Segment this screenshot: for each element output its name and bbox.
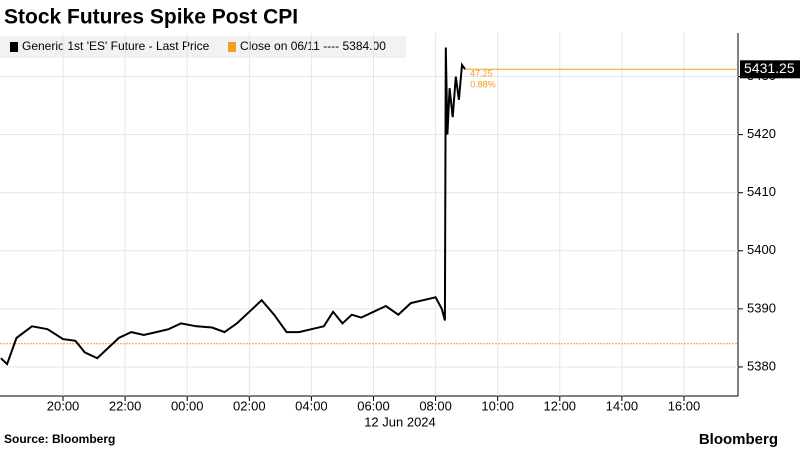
chart-title: Stock Futures Spike Post CPI (4, 6, 298, 29)
x-tick-label: 02:00 (233, 398, 266, 413)
x-tick-label: 00:00 (171, 398, 204, 413)
legend-swatch (10, 42, 18, 52)
x-tick-label: 16:00 (668, 398, 701, 413)
change-label: 0.88% (470, 80, 496, 90)
x-tick-label: 10:00 (481, 398, 514, 413)
x-tick-label: 14:00 (606, 398, 639, 413)
change-label: 47.25 (470, 69, 493, 79)
legend-box (0, 36, 406, 58)
x-tick-label: 08:00 (419, 398, 452, 413)
x-axis-label: 12 Jun 2024 (364, 414, 436, 429)
y-tick-label: 5400 (747, 242, 776, 257)
series-line (0, 47, 466, 366)
y-tick-label: 5420 (747, 126, 776, 141)
y-tick-label: 5410 (747, 184, 776, 199)
last-label: 5431.25 (744, 60, 795, 76)
source: Source: Bloomberg (4, 432, 115, 446)
legend-swatch (228, 42, 236, 52)
legend-label: Close on 06/11 ---- 5384.00 (240, 39, 386, 53)
x-tick-label: 04:00 (295, 398, 328, 413)
legend-label: Generic 1st 'ES' Future - Last Price (22, 39, 210, 53)
x-tick-label: 22:00 (109, 398, 142, 413)
y-tick-label: 5380 (747, 358, 776, 373)
brand: Bloomberg (699, 431, 778, 448)
x-tick-label: 06:00 (357, 398, 390, 413)
y-tick-label: 5390 (747, 300, 776, 315)
x-tick-label: 20:00 (47, 398, 80, 413)
x-tick-label: 12:00 (544, 398, 577, 413)
last-box (740, 60, 800, 79)
